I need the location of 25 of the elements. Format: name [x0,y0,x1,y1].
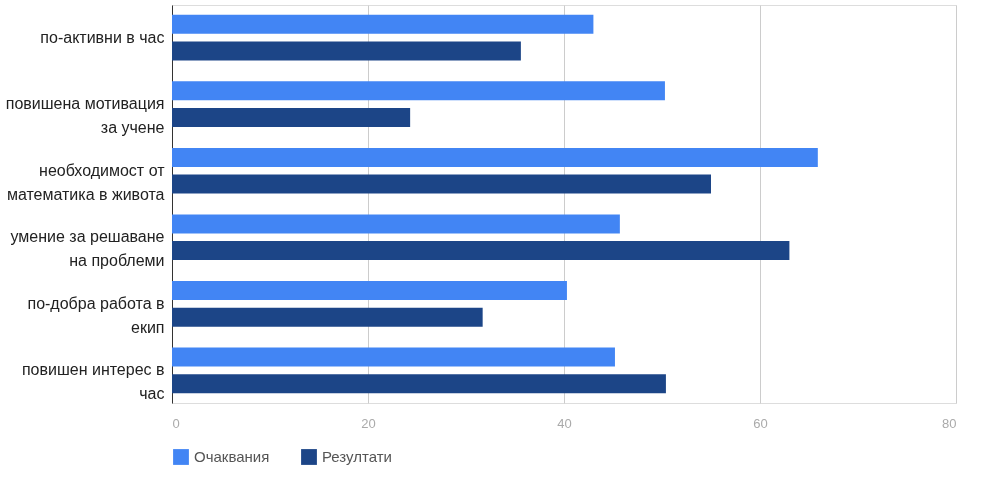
x-tick-label: 40 [557,415,572,431]
bar [172,41,521,61]
legend-label: Резултати [322,448,392,465]
bar [172,281,567,301]
bar [172,147,818,167]
bar [172,107,411,127]
x-tick-label: 0 [172,415,180,431]
y-tick-label: повишен интерес в час [21,361,165,403]
bar [172,307,483,327]
bar [172,214,620,234]
x-tick-label: 60 [753,415,768,431]
y-tick-label: по-добра работа в екип [27,294,165,336]
y-tick-label: умение за решаване на проблеми [10,228,165,270]
y-tick-label: необходимост от математика в живота [6,161,166,203]
bar [172,347,615,367]
x-tick-label: 20 [361,415,376,431]
bar [172,14,594,34]
y-tick-label: по-активни в час [40,28,165,46]
x-tick-label: 80 [942,415,957,431]
bar [172,174,711,194]
legend-label: Очаквания [194,448,270,465]
bar [172,374,666,394]
bar [172,241,790,261]
bar [172,81,665,101]
y-tick-label: повишена мотивация за учене [5,95,165,137]
